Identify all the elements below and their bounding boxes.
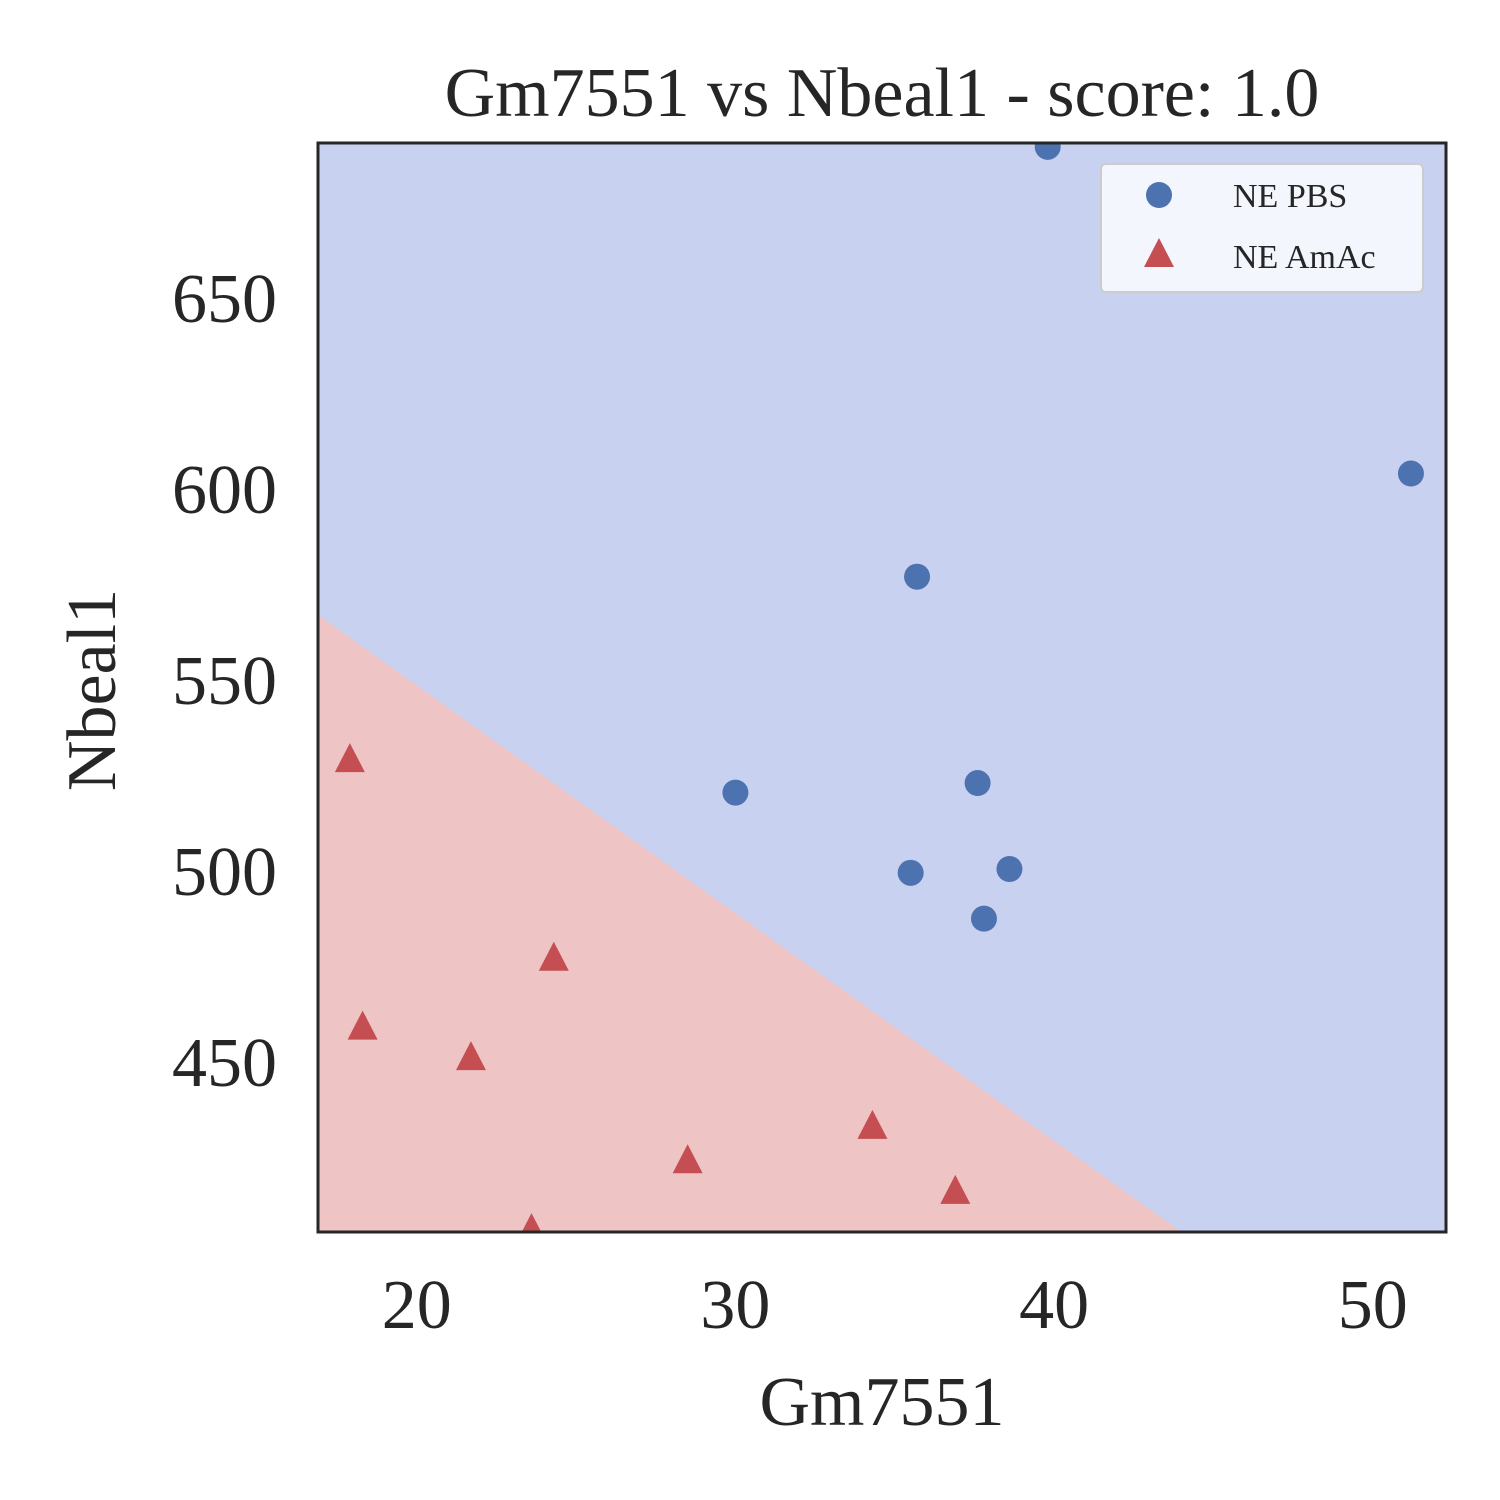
legend: NE PBS NE AmAc	[1100, 163, 1424, 293]
region-below-boundary	[318, 614, 1182, 1232]
data-point-ne-pbs	[964, 770, 991, 797]
y-tick-label: 550	[172, 643, 277, 720]
x-axis-label: Gm7551	[760, 1364, 1005, 1441]
plot-frame	[316, 141, 1448, 1234]
data-point-ne-amac	[538, 941, 569, 971]
legend-label-pbs: NE PBS	[1233, 178, 1347, 215]
data-point-ne-amac	[672, 1144, 703, 1174]
x-tick-label: 50	[1338, 1267, 1408, 1344]
data-point-ne-amac	[347, 1010, 378, 1040]
y-axis-ticks: 450 500 550 600 650	[172, 261, 277, 1102]
y-tick-label: 500	[172, 834, 277, 911]
legend-box	[1100, 163, 1424, 293]
data-point-ne-pbs	[1034, 143, 1061, 160]
data-point-ne-amac	[940, 1174, 971, 1204]
legend-marker-pbs	[1146, 182, 1172, 208]
y-axis-label: Nbeal1	[54, 589, 131, 791]
data-point-ne-pbs	[904, 563, 931, 590]
x-axis-ticks: 20 30 40 50	[382, 1267, 1408, 1344]
x-tick-label: 20	[382, 1267, 452, 1344]
data-point-ne-pbs	[970, 905, 997, 932]
x-tick-label: 40	[1019, 1267, 1089, 1344]
y-tick-label: 450	[172, 1025, 277, 1102]
data-point-ne-amac	[521, 1213, 542, 1232]
y-tick-label: 650	[172, 261, 277, 338]
chart-title: Gm7551 vs Nbeal1 - score: 1.0	[445, 55, 1320, 132]
y-tick-label: 600	[172, 452, 277, 529]
data-point-ne-amac	[334, 743, 365, 773]
data-point-ne-pbs	[722, 779, 749, 806]
legend-marker-amac	[1144, 238, 1174, 267]
x-tick-label: 30	[700, 1267, 770, 1344]
data-point-ne-pbs	[996, 856, 1023, 882]
data-points	[334, 143, 1424, 1232]
data-point-ne-amac	[857, 1109, 888, 1139]
legend-label-amac: NE AmAc	[1233, 239, 1376, 276]
data-point-ne-pbs	[897, 859, 924, 886]
data-point-ne-amac	[455, 1041, 486, 1071]
data-point-ne-pbs	[1397, 460, 1424, 487]
